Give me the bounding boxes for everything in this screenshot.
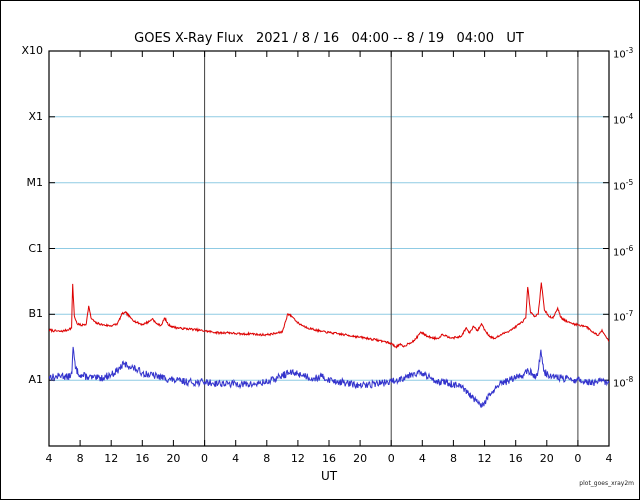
x-tick-label: 20 [166,452,181,465]
power-base: 10 [613,180,626,192]
y-tick-label-right: 10-6 [613,242,639,260]
x-tick-label: 4 [232,452,240,465]
x-tick-label: 0 [574,452,582,465]
y-tick-label-right: 10-3 [613,44,639,62]
x-tick-label: 8 [76,452,84,465]
x-tick-label: 0 [201,452,209,465]
x-tick-label: 8 [263,452,271,465]
power-base: 10 [613,246,626,258]
chart-title: GOES X-Ray Flux 2021 / 8 / 16 04:00 -- 8… [134,31,524,46]
y-tick-label-left: X10 [21,44,43,57]
power-base: 10 [613,49,626,61]
x-tick-label: 4 [45,452,53,465]
power-exponent: -5 [625,177,634,187]
power-base: 10 [613,378,626,390]
y-tick-label-right: 10-7 [613,307,639,325]
y-tick-label-left: M1 [26,175,44,189]
x-tick-label: 16 [322,452,336,465]
y-tick-label-left: A1 [28,373,43,387]
x-tick-label: 12 [477,452,492,465]
power-exponent: -3 [625,46,634,55]
x-tick-label: 12 [104,452,119,465]
power-exponent: -8 [625,375,634,385]
y-tick-label-left: X1 [28,109,43,123]
y-tick-label-right: 10-4 [613,110,639,128]
x-tick-label: 0 [387,452,395,465]
x-tick-label: 20 [353,452,368,465]
x-tick-label: 4 [605,452,613,465]
y-tick-label-left: C1 [28,241,43,255]
x-tick-label: 8 [449,452,457,465]
y-tick-label-right: 10-8 [613,373,639,391]
x-axis-label: UT [320,469,338,483]
x-tick-label: 4 [418,452,426,465]
power-base: 10 [613,312,626,324]
x-tick-label: 16 [508,452,523,465]
watermark-text: plot_goes_xray2m [579,480,634,487]
x-tick-label: 12 [290,452,305,465]
y-tick-label-right: 10-5 [613,176,639,194]
series-xray-short-wavelength [49,346,609,409]
series-xray-long-wavelength [49,282,609,349]
power-exponent: -4 [625,111,634,121]
power-exponent: -6 [625,243,634,253]
y-tick-label-left: B1 [28,307,43,321]
x-tick-label: 16 [135,452,150,465]
power-exponent: -7 [625,309,634,319]
x-tick-label: 20 [539,452,554,465]
power-base: 10 [613,115,626,127]
